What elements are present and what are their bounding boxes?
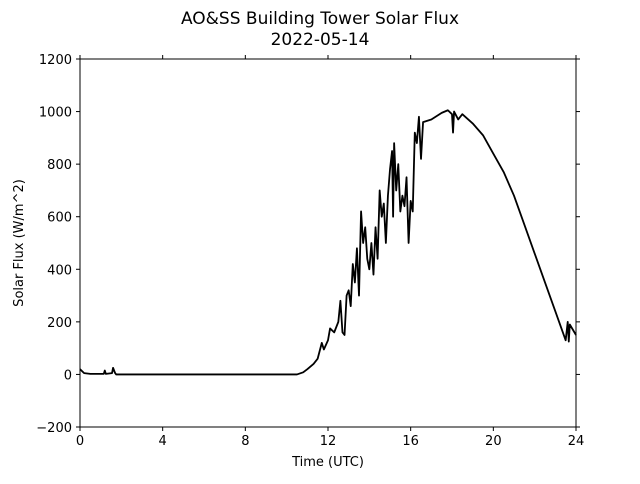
y-axis-label: Solar Flux (W/m^2) (12, 179, 27, 307)
y-tick-label: −200 (36, 421, 72, 436)
x-tick-label: 16 (402, 434, 419, 449)
y-tick-label: 400 (47, 263, 72, 278)
x-tick-label: 12 (320, 434, 337, 449)
x-axis-label: Time (UTC) (291, 455, 364, 470)
x-tick-label: 24 (568, 434, 585, 449)
y-tick-label: 1200 (39, 53, 72, 68)
x-tick-label: 8 (241, 434, 249, 449)
y-tick-label: 600 (47, 211, 72, 226)
y-tick-label: 1000 (39, 106, 72, 121)
y-tick-label: 200 (47, 316, 72, 331)
y-tick-label: 0 (64, 368, 72, 383)
data-line (79, 109, 577, 376)
x-tick-label: 0 (76, 434, 84, 449)
chart-subtitle: 2022-05-14 (271, 30, 370, 50)
chart-title: AO&SS Building Tower Solar Flux (181, 9, 459, 29)
y-tick-label: 800 (47, 158, 72, 173)
x-tick-label: 20 (485, 434, 502, 449)
x-tick-label: 4 (159, 434, 167, 449)
